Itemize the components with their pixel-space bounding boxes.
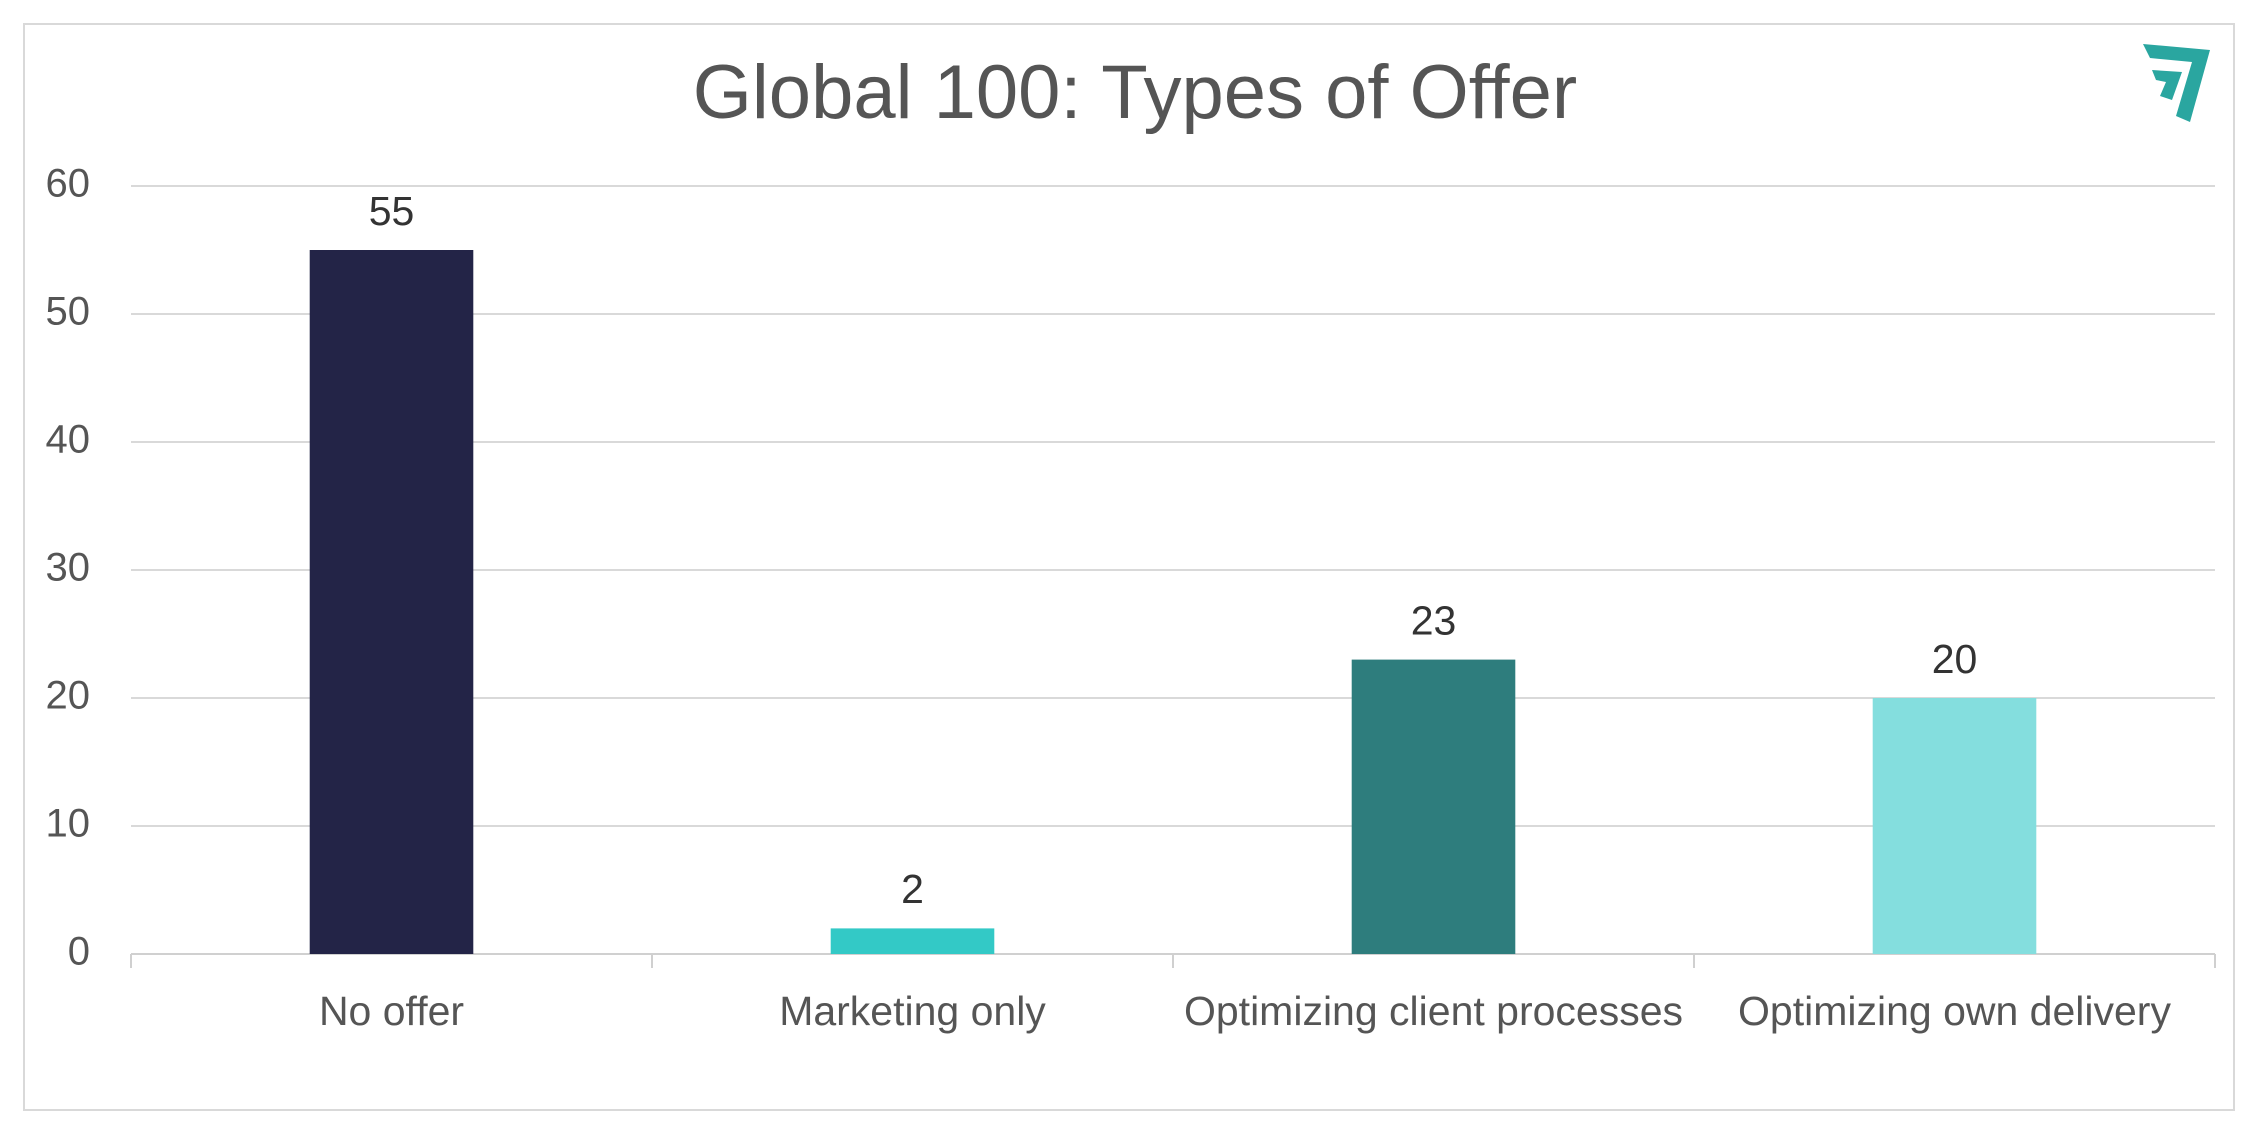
x-tick-label: No offer [318,988,465,1034]
y-tick-label: 60 [46,162,91,206]
chart-title: Global 100: Types of Offer [693,50,1577,135]
bar [1872,698,2037,954]
y-tick-label: 10 [46,802,91,846]
bar [830,928,995,954]
y-tick-label: 30 [46,546,91,590]
chart-border [23,23,2235,1111]
value-label: 2 [901,866,924,912]
y-tick-label: 20 [46,674,91,718]
y-tick-label: 0 [68,930,90,974]
bar [1351,659,1516,954]
logo [2143,44,2210,122]
y-tick-label: 40 [46,418,91,462]
x-tick-label: Optimizing client processes [1183,988,1684,1034]
x-tick-label: Marketing only [779,988,1046,1034]
y-tick-label: 50 [46,290,91,334]
value-label: 55 [369,188,415,234]
x-tick-label: Optimizing own delivery [1738,988,2171,1034]
value-label: 20 [1932,636,1978,682]
value-label: 23 [1411,597,1457,643]
bar [309,250,474,954]
